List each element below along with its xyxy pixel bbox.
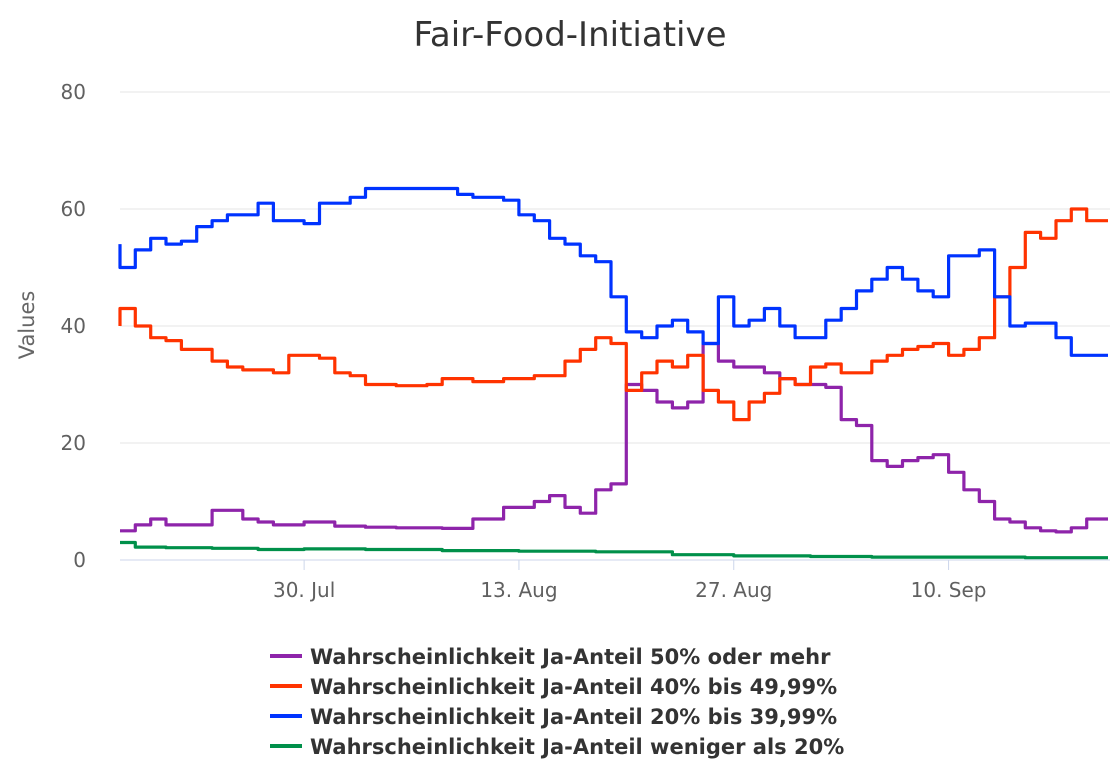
series-line-4[interactable] (120, 540, 1108, 560)
gridlines (120, 91, 1110, 561)
series-lines (118, 186, 1108, 560)
legend-item-2[interactable]: Wahrscheinlichkeit Ja-Anteil 40% bis 49,… (270, 675, 837, 699)
legend-label: Wahrscheinlichkeit Ja-Anteil 20% bis 39,… (310, 705, 837, 729)
legend-label: Wahrscheinlichkeit Ja-Anteil 50% oder me… (310, 645, 831, 669)
x-tick-label: 30. Jul (273, 578, 335, 602)
x-tick-label: 13. Aug (480, 578, 557, 602)
legend-item-3[interactable]: Wahrscheinlichkeit Ja-Anteil 20% bis 39,… (270, 705, 837, 729)
legend-item-4[interactable]: Wahrscheinlichkeit Ja-Anteil weniger als… (270, 735, 844, 759)
series-line-1[interactable] (120, 341, 1108, 534)
y-tick-label: 60 (61, 197, 86, 221)
legend-item-1[interactable]: Wahrscheinlichkeit Ja-Anteil 50% oder me… (270, 645, 831, 669)
y-axis-label: Values (15, 291, 39, 360)
y-tick-label: 0 (73, 548, 86, 572)
x-axis-ticks: 30. Jul 13. Aug 27. Aug 10. Sep (273, 560, 987, 602)
legend: Wahrscheinlichkeit Ja-Anteil 50% oder me… (270, 645, 844, 759)
y-axis-ticks: 0 20 40 60 80 (61, 80, 86, 572)
y-tick-label: 80 (61, 80, 86, 104)
series-line-3[interactable] (118, 186, 1108, 357)
series-line-2[interactable] (118, 207, 1108, 422)
legend-label: Wahrscheinlichkeit Ja-Anteil 40% bis 49,… (310, 675, 837, 699)
y-tick-label: 20 (61, 431, 86, 455)
x-tick-label: 27. Aug (695, 578, 772, 602)
y-tick-label: 40 (61, 314, 86, 338)
legend-label: Wahrscheinlichkeit Ja-Anteil weniger als… (310, 735, 844, 759)
chart-title: Fair-Food-Initiative (413, 15, 726, 55)
x-tick-label: 10. Sep (911, 578, 987, 602)
